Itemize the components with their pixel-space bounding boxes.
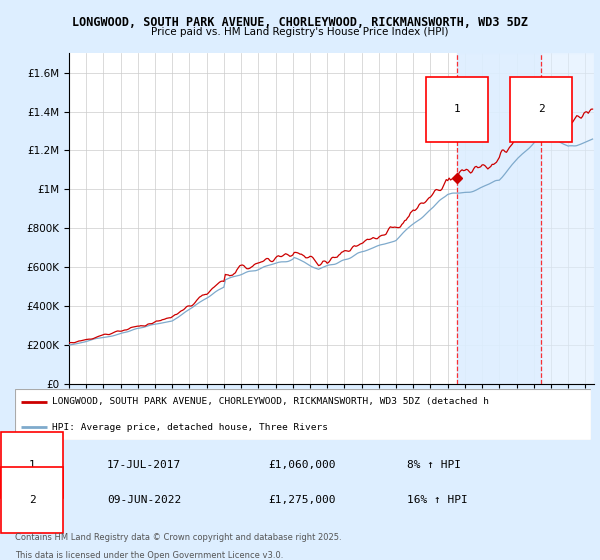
Text: 2: 2: [29, 495, 35, 505]
Text: 09-JUN-2022: 09-JUN-2022: [107, 495, 181, 505]
Text: 1: 1: [454, 104, 460, 114]
Text: LONGWOOD, SOUTH PARK AVENUE, CHORLEYWOOD, RICKMANSWORTH, WD3 5DZ: LONGWOOD, SOUTH PARK AVENUE, CHORLEYWOOD…: [72, 16, 528, 29]
Text: £1,275,000: £1,275,000: [268, 495, 336, 505]
Text: Contains HM Land Registry data © Crown copyright and database right 2025.: Contains HM Land Registry data © Crown c…: [15, 533, 341, 542]
Text: 17-JUL-2017: 17-JUL-2017: [107, 460, 181, 470]
Text: LONGWOOD, SOUTH PARK AVENUE, CHORLEYWOOD, RICKMANSWORTH, WD3 5DZ (detached h: LONGWOOD, SOUTH PARK AVENUE, CHORLEYWOOD…: [52, 397, 490, 407]
Text: 16% ↑ HPI: 16% ↑ HPI: [407, 495, 467, 505]
Text: £1,060,000: £1,060,000: [268, 460, 336, 470]
Text: 1: 1: [29, 460, 35, 470]
Text: HPI: Average price, detached house, Three Rivers: HPI: Average price, detached house, Thre…: [52, 422, 328, 432]
Text: 8% ↑ HPI: 8% ↑ HPI: [407, 460, 461, 470]
FancyBboxPatch shape: [15, 389, 591, 440]
Text: This data is licensed under the Open Government Licence v3.0.: This data is licensed under the Open Gov…: [15, 551, 283, 560]
Text: Price paid vs. HM Land Registry's House Price Index (HPI): Price paid vs. HM Land Registry's House …: [151, 27, 449, 37]
Text: 2: 2: [538, 104, 545, 114]
